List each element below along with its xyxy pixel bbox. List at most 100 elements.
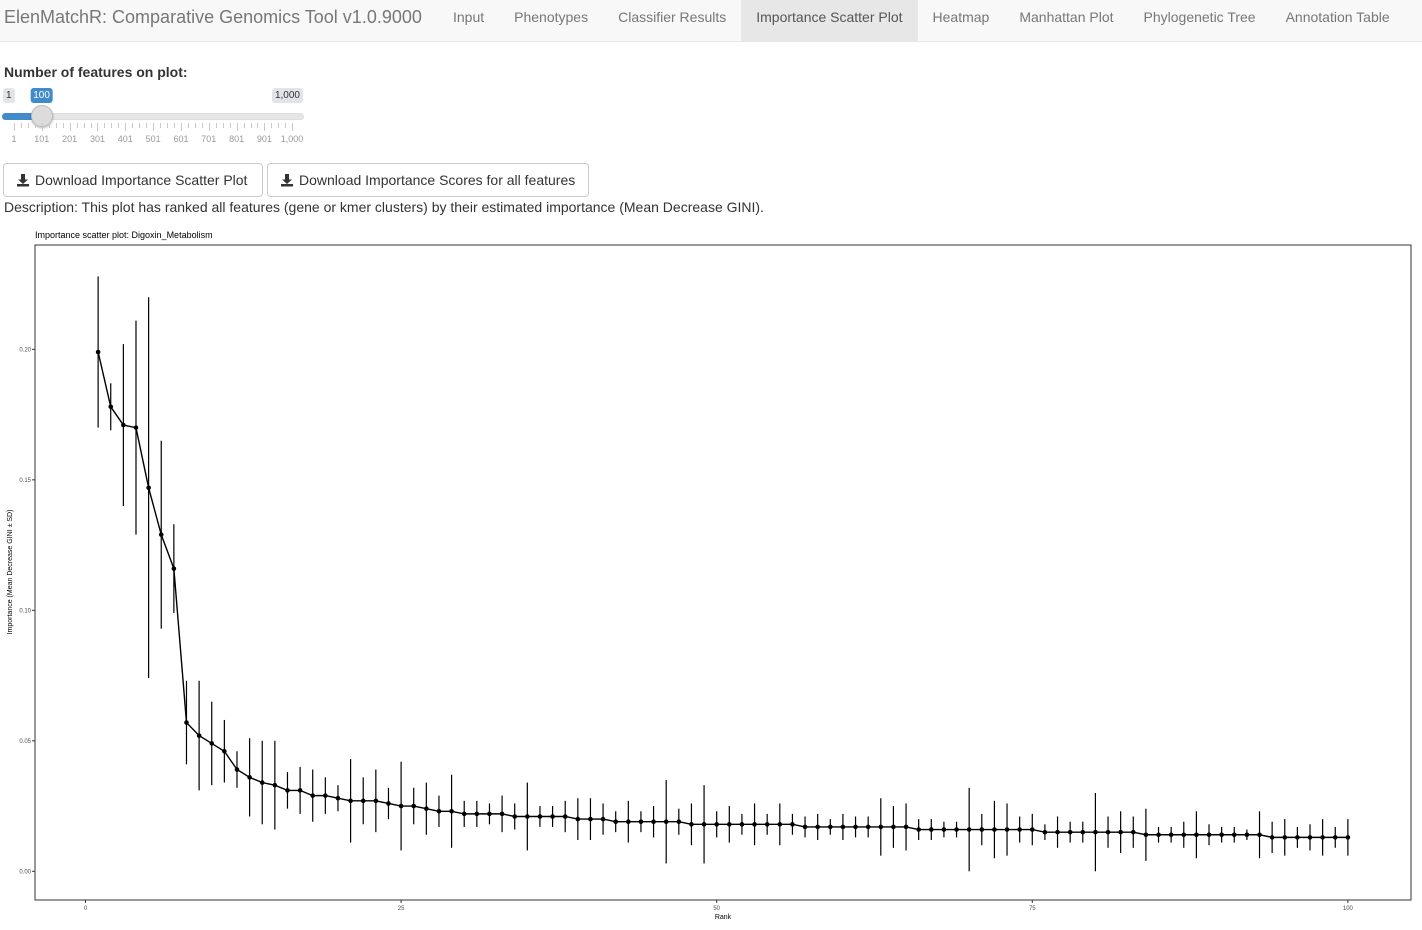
data-point	[916, 827, 921, 832]
data-point	[1168, 832, 1174, 838]
slider-minor-tick	[278, 123, 280, 128]
data-point	[424, 806, 429, 811]
data-point	[1130, 829, 1136, 835]
data-point	[285, 788, 290, 793]
data-point	[461, 811, 467, 817]
download-plot-button[interactable]: Download Importance Scatter Plot	[3, 163, 263, 197]
data-point	[297, 788, 303, 793]
data-point	[941, 827, 947, 832]
y-tick-label: 0.20	[19, 347, 31, 353]
feature-count-slider[interactable]: 1 1,000 100 1 101 201 301 401 501 601 701 801 901…	[2, 86, 306, 148]
data-point	[1206, 832, 1212, 838]
data-point	[613, 819, 618, 825]
tab-importance-scatter-plot[interactable]: Importance Scatter Plot	[741, 0, 918, 42]
x-tick-label: 50	[713, 906, 720, 912]
download-icon	[281, 174, 293, 187]
data-point	[487, 811, 492, 817]
slider-minor-tick	[34, 123, 36, 128]
y-axis-label: Importance (Mean Decrease GINI ± SD)	[7, 510, 14, 635]
slider-handle[interactable]	[30, 105, 53, 127]
data-point	[777, 822, 783, 827]
data-point	[727, 822, 732, 827]
data-point	[1080, 829, 1086, 835]
tab-input[interactable]: Input	[453, 9, 485, 25]
data-point	[411, 803, 417, 809]
data-point	[209, 741, 215, 746]
data-point	[1257, 832, 1262, 838]
y-tick-label: 0.00	[19, 869, 31, 875]
data-point	[992, 827, 997, 832]
slider-minor-tick	[215, 123, 217, 128]
data-point	[537, 814, 543, 819]
slider-tick-label: 301	[89, 134, 105, 144]
data-point	[676, 819, 682, 825]
data-point	[146, 485, 151, 490]
tab-phylogenetic-tree[interactable]: Phylogenetic Tree	[1143, 9, 1256, 25]
data-point	[600, 816, 606, 822]
navbar: ElenMatchR: Comparative Genomics Tool v1…	[0, 0, 1422, 42]
data-point	[1295, 835, 1300, 840]
data-point	[196, 733, 202, 738]
download-icon	[17, 174, 29, 187]
data-points	[95, 349, 1351, 840]
slider-major-tick	[180, 123, 182, 131]
data-point	[966, 827, 972, 832]
plot-panel	[34, 244, 1412, 901]
data-point	[903, 824, 909, 830]
importance-scatter-plot: Importance scatter plot: Digoxin_Metabol…	[0, 222, 1422, 930]
data-point	[1105, 829, 1111, 835]
slider-value-label: 100	[30, 88, 53, 103]
tab-heatmap[interactable]: Heatmap	[932, 9, 990, 25]
tab-manhattan-plot[interactable]: Manhattan Plot	[1019, 9, 1114, 25]
nav-tabs: Input Phenotypes Classifier Results Impo…	[438, 0, 1405, 42]
tab-classifier-results[interactable]: Classifier Results	[618, 9, 727, 25]
data-point	[121, 422, 126, 428]
y-tick-label: 0.15	[19, 478, 31, 484]
data-point	[1269, 835, 1275, 840]
slider-minor-tick	[76, 123, 78, 128]
data-point	[764, 822, 770, 827]
slider-minor-tick	[146, 123, 148, 128]
data-point	[108, 404, 114, 410]
slider-minor-tick	[250, 123, 252, 128]
slider-tick-label: 1	[11, 134, 17, 144]
tab-phenotypes[interactable]: Phenotypes	[514, 9, 589, 25]
slider-minor-tick	[271, 123, 273, 128]
slider-minor-tick	[62, 123, 64, 128]
data-point	[928, 827, 934, 832]
slider-tick-label: 601	[173, 134, 189, 144]
slider-tick-label: 201	[62, 134, 78, 144]
slider-minor-tick	[243, 123, 245, 128]
data-point	[158, 532, 164, 537]
data-point	[171, 566, 177, 571]
x-tick-label: 0	[84, 906, 88, 912]
app-title[interactable]: ElenMatchR: Comparative Genomics Tool v1…	[4, 7, 422, 27]
data-point	[865, 824, 871, 830]
slider-minor-tick	[174, 123, 175, 128]
data-point	[638, 819, 644, 825]
data-point	[335, 795, 341, 801]
slider-tick-label: 101	[34, 134, 50, 144]
slider-minor-tick	[222, 123, 224, 128]
slider-major-tick	[14, 123, 15, 131]
slider-tick-label: 901	[256, 134, 272, 144]
slider-minor-tick	[118, 123, 120, 128]
data-point	[1118, 829, 1123, 835]
download-scores-button[interactable]: Download Importance Scores for all featu…	[267, 163, 589, 197]
data-point	[373, 798, 379, 804]
data-point	[1029, 827, 1035, 832]
slider-minor-tick	[229, 123, 231, 128]
tab-annotation-table[interactable]: Annotation Table	[1285, 9, 1390, 25]
data-point	[1307, 835, 1313, 840]
data-point	[474, 811, 480, 817]
data-point	[310, 793, 316, 798]
data-point	[878, 824, 884, 830]
data-point	[979, 827, 985, 832]
plot-description: Description: This plot has ranked all fe…	[4, 199, 764, 215]
data-point	[1181, 832, 1187, 838]
slider-minor-tick	[55, 123, 57, 128]
data-point	[1067, 829, 1073, 835]
data-point	[891, 824, 896, 830]
data-point	[95, 349, 101, 355]
slider-minor-tick	[139, 123, 141, 128]
